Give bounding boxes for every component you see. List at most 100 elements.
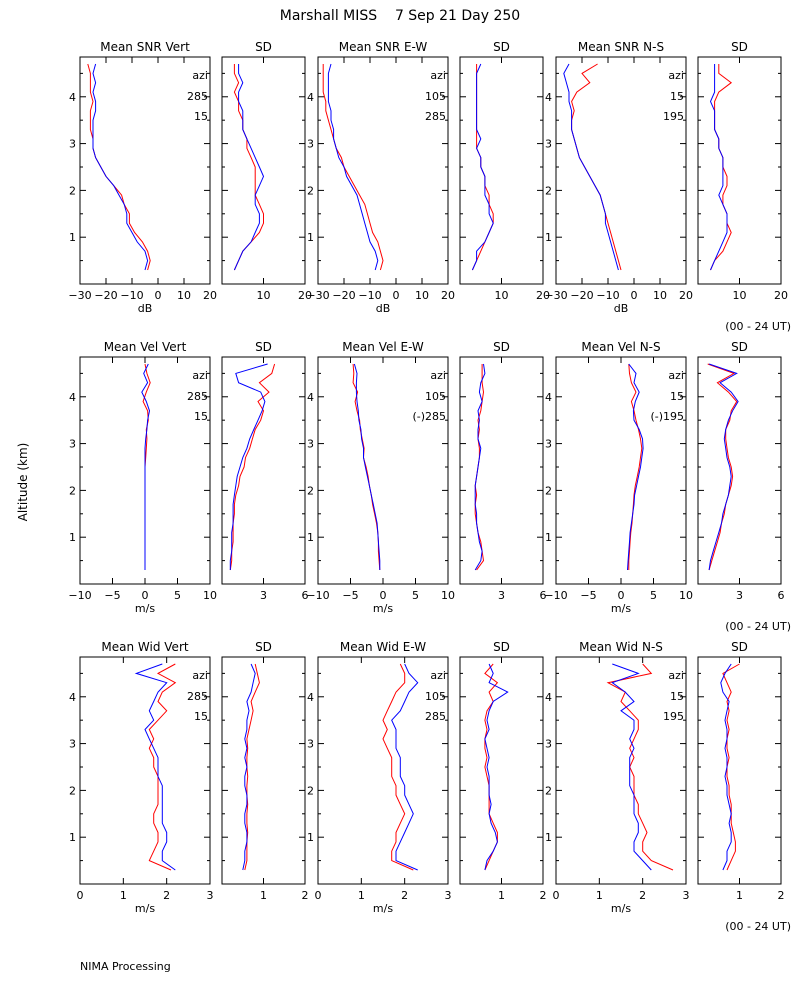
y-tick-label: 2 (307, 484, 314, 497)
series-line-2 (327, 63, 379, 271)
x-tick-label: 3 (736, 589, 743, 602)
legend-entry-2: 195 (663, 110, 684, 123)
axis-frame (697, 656, 782, 885)
x-tick-label: 20 (203, 289, 217, 302)
x-tick-label: 20 (536, 289, 550, 302)
figure-title: Marshall MISS 7 Sep 21 Day 250 (280, 8, 520, 24)
y-tick-label: 4 (69, 691, 76, 704)
y-tick-label: 4 (307, 691, 314, 704)
y-tick-label: 4 (69, 91, 76, 104)
legend-entry-2: (-)195 (650, 410, 684, 423)
y-tick-label: 1 (307, 531, 314, 544)
panel-1-5: Mean SNR N-S −30 −20 −10 0 10 20 dB 1 2 3 4 azi 15 195 (544, 40, 693, 315)
x-tick-label: 6 (302, 589, 309, 602)
axis-frame (221, 356, 306, 585)
panel-title: Mean SNR E-W (339, 40, 428, 54)
y-tick-label: 1 (307, 231, 314, 244)
x-tick-label: −5 (580, 589, 596, 602)
x-tick-label: −5 (342, 589, 358, 602)
footer-label: NIMA Processing (80, 960, 171, 973)
legend-entry-2: 15 (194, 410, 208, 423)
x-axis-label: m/s (611, 902, 631, 915)
axis-frame (79, 656, 211, 885)
legend-entry-2: 15 (194, 710, 208, 723)
y-tick-label: 3 (69, 138, 76, 151)
x-tick-label: −30 (68, 289, 91, 302)
panel-2-2: SD 3 6 (221, 340, 309, 602)
y-tick-label: 2 (69, 184, 76, 197)
y-tick-label: 1 (307, 831, 314, 844)
panel-title: Mean Vel E-W (342, 340, 424, 354)
time-range-label-row-3: (00 - 24 UT) (725, 920, 791, 933)
series-line-2 (484, 663, 509, 871)
y-tick-label: 3 (307, 738, 314, 751)
legend-heading: azi (668, 69, 684, 82)
y-tick-label: 2 (69, 784, 76, 797)
y-tick-label: 2 (307, 784, 314, 797)
x-tick-label: −10 (306, 589, 329, 602)
legend-heading: azi (668, 669, 684, 682)
axis-frame (79, 56, 211, 285)
axis-frame (317, 56, 449, 285)
panel-title: SD (731, 40, 748, 54)
legend-entry-1: 15 (670, 90, 684, 103)
x-tick-label: 20 (774, 289, 788, 302)
series-line-1 (148, 663, 177, 871)
x-axis-label: m/s (135, 602, 155, 615)
panel-3-2: SD 1 2 (221, 640, 309, 902)
series-line-2 (391, 663, 419, 871)
panel-1-2: SD 10 20 (221, 40, 312, 302)
x-tick-label: 1 (260, 889, 267, 902)
series-line-2 (233, 64, 265, 271)
panel-title: Mean Wid N-S (579, 640, 663, 654)
x-tick-label: −10 (358, 289, 381, 302)
x-tick-label: −20 (332, 289, 355, 302)
y-tick-label: 2 (545, 184, 552, 197)
x-tick-label: 5 (174, 589, 181, 602)
x-axis-label: dB (614, 302, 629, 315)
panel-title: Mean SNR Vert (100, 40, 190, 54)
y-tick-label: 4 (545, 391, 552, 404)
panel-title: SD (255, 40, 272, 54)
x-tick-label: 2 (163, 889, 170, 902)
panel-title: Mean Vel Vert (104, 340, 187, 354)
axis-frame (459, 656, 544, 885)
panel-title: SD (731, 340, 748, 354)
x-tick-label: 10 (733, 289, 747, 302)
x-tick-label: 3 (207, 889, 214, 902)
panel-title: Mean Wid Vert (101, 640, 188, 654)
x-tick-label: −10 (596, 289, 619, 302)
y-tick-label: 3 (545, 138, 552, 151)
legend-heading: azi (192, 369, 208, 382)
panel-3-3: Mean Wid E-W 0 1 2 3 m/s 1 2 3 4 azi 105 285 (307, 640, 452, 915)
series-line-2 (229, 363, 268, 570)
panel-title: Mean SNR N-S (578, 40, 664, 54)
x-tick-label: 10 (177, 289, 191, 302)
x-tick-label: 10 (679, 589, 693, 602)
panel-2-5: Mean Vel N-S −10 −5 0 5 10 m/s 1 2 3 4 azi 15 (-)195 (544, 340, 693, 615)
time-range-label-row-2: (00 - 24 UT) (725, 620, 791, 633)
series-line-1 (628, 363, 643, 570)
y-tick-label: 2 (545, 484, 552, 497)
series-line-1 (571, 63, 622, 271)
series-line-1 (606, 663, 674, 871)
y-tick-label: 4 (545, 91, 552, 104)
x-tick-label: 1 (358, 889, 365, 902)
legend-entry-1: 285 (187, 90, 208, 103)
series-line-1 (382, 663, 414, 871)
panel-2-4: SD 3 6 (459, 340, 547, 602)
axis-frame (555, 656, 687, 885)
axis-frame (459, 356, 544, 585)
y-tick-label: 4 (307, 391, 314, 404)
x-tick-label: 0 (393, 289, 400, 302)
panel-2-3: Mean Vel E-W −10 −5 0 5 10 m/s 1 2 3 4 azi 105 (-)285 (306, 340, 455, 615)
x-axis-label: dB (138, 302, 153, 315)
panel-title: SD (493, 640, 510, 654)
series-line-2 (563, 63, 619, 271)
x-tick-label: −20 (570, 289, 593, 302)
series-line-2 (720, 663, 732, 871)
x-tick-label: 0 (631, 289, 638, 302)
y-tick-label: 4 (307, 91, 314, 104)
series-line-1 (484, 663, 499, 871)
x-tick-label: 20 (298, 289, 312, 302)
